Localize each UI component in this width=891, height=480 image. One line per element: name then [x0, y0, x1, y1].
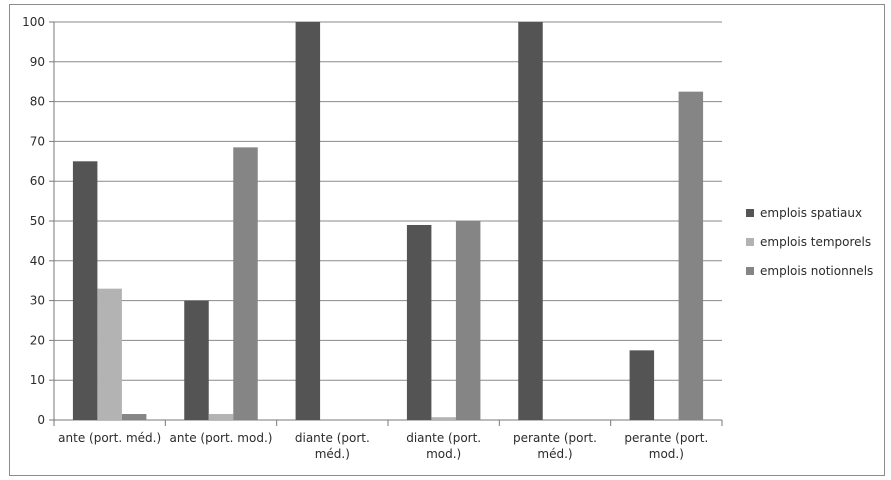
y-tick-label: 20 — [30, 333, 45, 347]
x-category-label: méd.) — [315, 447, 350, 461]
bar-emplois-spatiaux — [518, 22, 543, 420]
bar-emplois-notionnels — [121, 414, 147, 420]
bar-emplois-spatiaux — [72, 161, 98, 421]
legend-label: emplois spatiaux — [760, 206, 862, 220]
y-tick-label: 10 — [30, 373, 45, 387]
y-tick-label: 100 — [22, 15, 45, 29]
y-tick-label: 80 — [30, 95, 45, 109]
bar-emplois-temporels — [431, 417, 456, 420]
y-tick-label: 40 — [30, 254, 45, 268]
bar-emplois-notionnels — [678, 91, 704, 421]
x-category-label: diante (port. — [295, 431, 370, 445]
legend-swatch — [746, 209, 754, 217]
bar-emplois-notionnels — [455, 221, 481, 420]
x-category-label: diante (port. — [406, 431, 481, 445]
bar-emplois-spatiaux — [295, 22, 321, 420]
y-tick-label: 0 — [37, 413, 45, 427]
bar-emplois-temporels — [208, 414, 234, 420]
x-category-label: mod.) — [426, 447, 461, 461]
y-tick-label: 70 — [30, 134, 45, 148]
x-category-label: méd.) — [537, 447, 572, 461]
chart-frame — [9, 4, 885, 476]
y-tick-label: 60 — [30, 174, 45, 188]
y-tick-label: 50 — [30, 214, 45, 228]
x-category-label: mod.) — [649, 447, 684, 461]
bar-emplois-spatiaux — [406, 224, 432, 420]
bar-emplois-notionnels — [233, 147, 258, 420]
bar-emplois-temporels — [97, 288, 122, 420]
x-category-label: perante (port. — [624, 431, 708, 445]
bar-emplois-spatiaux — [184, 300, 209, 420]
legend-swatch — [746, 267, 754, 275]
x-category-label: ante (port. méd.) — [58, 431, 161, 445]
y-tick-label: 30 — [30, 294, 45, 308]
legend-label: emplois notionnels — [760, 264, 873, 278]
legend-swatch — [746, 238, 754, 246]
x-category-label: perante (port. — [513, 431, 597, 445]
x-category-label: ante (port. mod.) — [170, 431, 273, 445]
legend-label: emplois temporels — [760, 235, 871, 249]
y-tick-label: 90 — [30, 55, 45, 69]
bar-emplois-spatiaux — [629, 350, 655, 420]
